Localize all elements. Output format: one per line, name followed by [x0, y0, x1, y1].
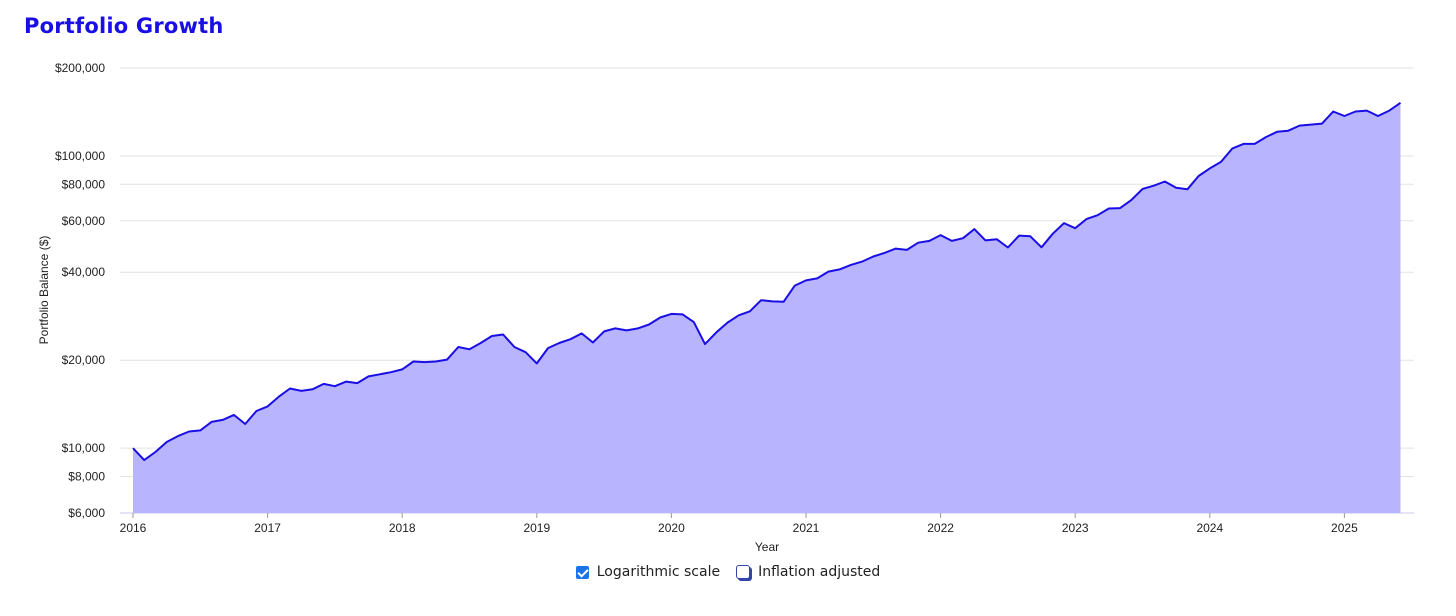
- y-tick-label: $20,000: [62, 353, 106, 367]
- portfolio-growth-chart: $6,000 $8,000 $10,000 $20,000 $40,000 $60,000…: [37, 61, 1414, 554]
- series-line: [132, 101, 1402, 462]
- chart-controls: Logarithmic scale Inflation adjusted: [0, 564, 1456, 580]
- page-title: Portfolio Growth: [24, 14, 224, 38]
- x-tick-label: 2016: [120, 521, 147, 535]
- log-scale-checkbox[interactable]: [575, 565, 589, 579]
- y-tick-label: $10,000: [62, 441, 106, 455]
- area-fill: [133, 102, 1401, 514]
- y-tick-label: $40,000: [62, 265, 106, 279]
- log-scale-toggle[interactable]: Logarithmic scale: [575, 564, 721, 580]
- x-tick-label: 2021: [793, 521, 820, 535]
- x-tick-label: 2025: [1331, 521, 1358, 535]
- inflation-adjusted-checkbox[interactable]: [736, 565, 751, 579]
- x-tick-label: 2022: [927, 521, 954, 535]
- inflation-adjusted-label: Inflation adjusted: [758, 564, 881, 580]
- x-tick-label: 2018: [389, 521, 416, 535]
- y-tick-label: $80,000: [62, 177, 106, 191]
- y-tick-label: $100,000: [55, 149, 105, 163]
- y-axis-label: Portfolio Balance ($): [37, 236, 51, 345]
- y-tick-label: $200,000: [55, 61, 105, 75]
- x-tick-label: 2019: [523, 521, 550, 535]
- y-tick-label: $60,000: [62, 214, 106, 228]
- x-axis-ticks: 2016 2017 2018 2019 2020 2021 2022 2023 2024 2025: [120, 513, 1358, 535]
- x-tick-label: 2017: [254, 521, 281, 535]
- x-tick-label: 2023: [1062, 521, 1089, 535]
- inflation-adjusted-toggle[interactable]: Inflation adjusted: [736, 564, 880, 580]
- y-tick-label: $6,000: [68, 506, 105, 520]
- x-tick-label: 2020: [658, 521, 685, 535]
- y-tick-label: $8,000: [68, 469, 105, 483]
- area-layer: [132, 101, 1402, 514]
- log-scale-label: Logarithmic scale: [596, 564, 721, 580]
- x-tick-label: 2024: [1196, 521, 1223, 535]
- x-axis-label: Year: [755, 540, 779, 554]
- y-axis-ticks: $6,000 $8,000 $10,000 $20,000 $40,000 $60,000…: [55, 61, 105, 520]
